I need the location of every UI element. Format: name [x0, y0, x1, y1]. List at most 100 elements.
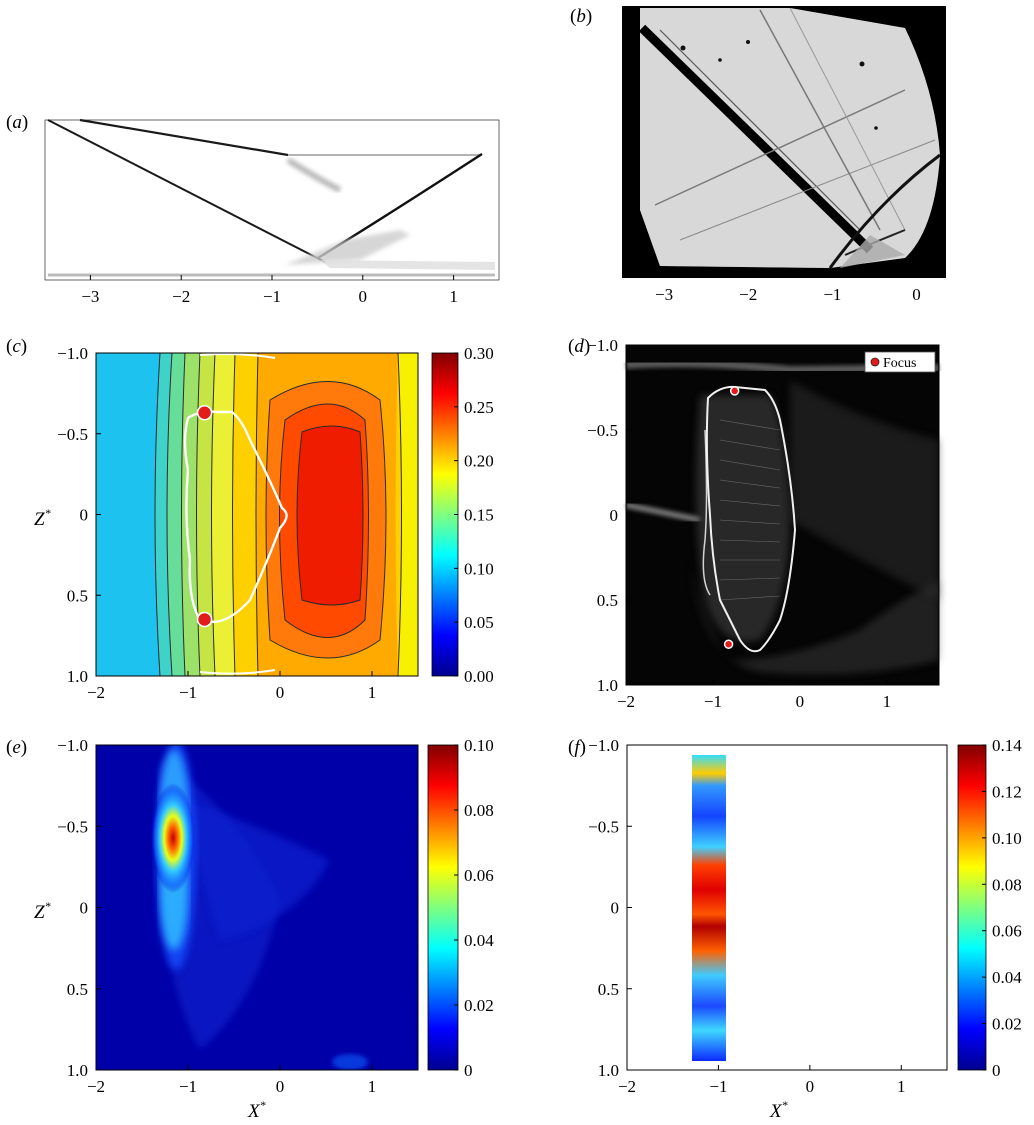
colorbar-tick-label: 0.04 — [992, 968, 1022, 987]
colorbar-tick-label: 0.06 — [464, 866, 494, 885]
colorbar-tick-label: 0 — [992, 1061, 1001, 1080]
panel-e-heatmap — [96, 745, 418, 1070]
svg-text:(e): (e) — [6, 737, 27, 758]
focus-point — [196, 611, 213, 628]
x-tick-label: 1 — [449, 287, 458, 306]
x-tick-label: 0 — [796, 692, 805, 711]
panel-c-colorbar-ticks: 0.30 0.25 0.20 0.15 0.10 0.05 0.00 — [454, 344, 494, 686]
panel-e: (e) −2 −1 0 1−1.0−0.500.51.0 0.100.080.060.… — [6, 736, 494, 1122]
x-tick-label: −2 — [172, 287, 190, 306]
y-tick-label: −0.5 — [57, 817, 88, 836]
x-tick-label: −1 — [709, 1077, 727, 1096]
x-tick-label: −2 — [618, 1077, 636, 1096]
y-tick-label: −1.0 — [588, 736, 619, 755]
panel-f: (f) −2 −1 0 1−1.0−0.500.51.0 0.140.120.100.… — [568, 736, 1022, 1122]
y-tick-label: 0 — [80, 506, 89, 525]
y-tick-label: −0.5 — [587, 421, 618, 440]
panel-e-colorbar-ticks: 0.10 0.08 0.06 0.04 0.02 0 — [454, 736, 494, 1080]
colorbar-tick-label: 0.15 — [464, 506, 494, 525]
x-tick-label: −2 — [739, 285, 757, 304]
legend-focus-label: Focus — [883, 356, 916, 371]
y-tick-label: −1.0 — [57, 736, 88, 755]
colorbar-tick-label: 0.00 — [464, 667, 494, 686]
colorbar-tick-label: 0.05 — [464, 613, 494, 632]
x-tick-label: 0 — [912, 285, 921, 304]
colorbar-tick-label: 0.10 — [992, 829, 1022, 848]
colorbar-tick-label: 0.02 — [992, 1015, 1022, 1034]
schlieren-plot-frame — [44, 119, 500, 281]
focus-marker-icon — [870, 357, 880, 367]
y-tick-label: 0 — [80, 899, 89, 918]
x-tick-label: 1 — [368, 683, 377, 702]
focus-point — [723, 639, 734, 649]
svg-text:(c): (c) — [6, 336, 27, 357]
x-tick-label: −3 — [81, 287, 99, 306]
x-tick-label: 0 — [359, 287, 368, 306]
colorbar-tick-label: 0.06 — [992, 922, 1022, 941]
y-tick-label: 0.5 — [67, 586, 88, 605]
y-tick-label: 1.0 — [67, 1061, 88, 1080]
colorbar-tick-label: 0.08 — [992, 875, 1022, 894]
y-tick-label: 1.0 — [597, 676, 618, 695]
panel-f-xlabel: X — [769, 1101, 783, 1122]
panel-b-x-axis: −3 −2 −1 0 — [655, 273, 921, 304]
colorbar-tick-label: 0.08 — [464, 801, 494, 820]
panel-f-heatmap-strip — [692, 755, 726, 1061]
y-tick-label: 0 — [610, 506, 619, 525]
svg-text:(a): (a) — [6, 112, 28, 133]
colorbar-tick-label: 0.10 — [464, 736, 494, 755]
panel-c-axes: −2 −1 0 1 −1.0 −0.5 0 0.5 1.0 — [57, 344, 376, 702]
svg-text:Z*: Z* — [34, 899, 51, 923]
panel-f-frame — [626, 744, 948, 1071]
panel-d-legend: Focus — [864, 351, 936, 373]
panel-e-axes: −2 −1 0 1 −1.0 −0.5 0 0.5 1.0 — [57, 736, 376, 1096]
y-tick-label: −0.5 — [57, 425, 88, 444]
panel-b: (b) −3 −2 −1 0 — [570, 6, 946, 304]
y-tick-label: 1.0 — [67, 667, 88, 686]
panel-f-colorbar — [957, 744, 987, 1071]
panel-c-colorbar — [431, 352, 459, 677]
colorbar-tick-label: 0 — [464, 1061, 473, 1080]
x-tick-label: −3 — [655, 285, 673, 304]
svg-text:(f): (f) — [568, 737, 586, 758]
x-tick-label: −1 — [179, 1077, 197, 1096]
svg-text:(d): (d) — [568, 336, 590, 357]
separation-line-contour — [705, 385, 797, 653]
y-tick-label: −1.0 — [57, 344, 88, 363]
shock-wave-dark-band — [638, 24, 874, 254]
focus-point — [196, 405, 213, 421]
colorbar-tick-label: 0.04 — [464, 931, 494, 950]
panel-e-xlabel: X — [247, 1101, 261, 1122]
colorbar-tick-label: 0.30 — [464, 344, 494, 363]
panel-f-label: f — [574, 737, 582, 758]
y-tick-label: 0.5 — [67, 980, 88, 999]
colorbar-tick-label: 0.02 — [464, 996, 494, 1015]
separation-line-contour — [183, 410, 288, 624]
colorbar-tick-label: 0.10 — [464, 559, 494, 578]
panel-d: (d) Focus −2 −1 0 1 −1.0 −0.5 0 0.5 1.0 — [568, 336, 940, 711]
panel-d-label: d — [574, 336, 584, 357]
panel-a-label: a — [12, 112, 22, 133]
panel-f-colorbar-ticks: 0.14 0.12 0.10 0.08 0.06 0.04 0.02 0 — [982, 736, 1022, 1080]
incident-shock-line — [47, 119, 326, 263]
oblique-shock-line — [79, 118, 289, 157]
panel-e-colorbar — [427, 744, 459, 1071]
y-tick-label: 0.5 — [597, 591, 618, 610]
panel-c-ylabel: Z — [34, 509, 45, 530]
svg-text:X*: X* — [247, 1098, 266, 1122]
x-tick-label: −1 — [263, 287, 281, 306]
panel-e-ylabel: Z — [34, 902, 45, 923]
panel-f-axes: −2 −1 0 1 −1.0 −0.5 0 0.5 1.0 — [588, 736, 905, 1096]
svg-text:Z*: Z* — [34, 506, 51, 530]
panel-e-label: e — [12, 737, 20, 758]
svg-text:(b): (b) — [570, 6, 592, 27]
x-tick-label: 0 — [276, 1077, 285, 1096]
panel-c-label: c — [12, 336, 21, 357]
panel-d-axes: −2 −1 0 1 −1.0 −0.5 0 0.5 1.0 — [587, 336, 891, 711]
focus-point — [729, 386, 740, 396]
y-tick-label: 0.5 — [598, 980, 619, 999]
y-tick-label: 1.0 — [598, 1061, 619, 1080]
colorbar-tick-label: 0.14 — [992, 736, 1022, 755]
panel-a-x-axis: −3 −2 −1 0 1 — [81, 275, 458, 306]
